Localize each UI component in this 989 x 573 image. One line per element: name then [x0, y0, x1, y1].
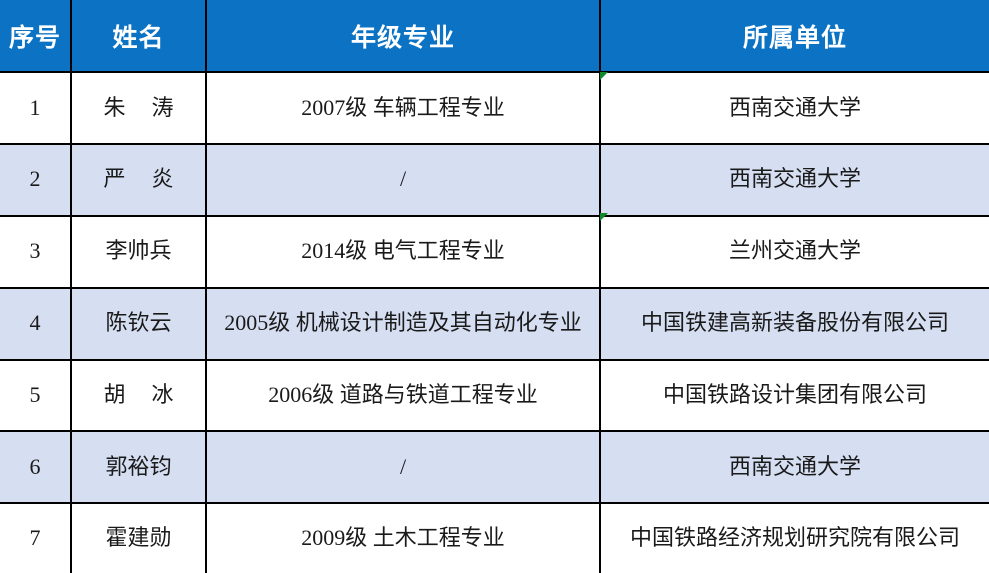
cell-unit: 中国铁路经济规划研究院有限公司 — [600, 503, 989, 573]
cell-index: 4 — [0, 287, 72, 361]
cell-unit: 中国铁路设计集团有限公司 — [600, 359, 989, 433]
table-row: 7 霍建勋 2009级 土木工程专业 中国铁路经济规划研究院有限公司 — [0, 503, 989, 573]
cell-index: 1 — [0, 72, 72, 145]
cell-index: 3 — [0, 215, 72, 289]
cell-major: / — [206, 143, 601, 217]
table-body: 1 朱涛 2007级 车辆工程专业 西南交通大学 2 严炎 / 西南交通大学 3 李帅兵 2014级… — [0, 72, 989, 573]
cell-index: 6 — [0, 431, 72, 505]
cell-index: 5 — [0, 359, 72, 433]
cell-name: 胡冰 — [71, 359, 207, 433]
name-spaced: 朱涛 — [103, 94, 174, 120]
cell-name: 李帅兵 — [71, 215, 207, 289]
column-header-name: 姓名 — [71, 0, 207, 73]
cell-name: 严炎 — [71, 143, 207, 217]
column-header-unit: 所属单位 — [600, 0, 989, 73]
cell-name: 朱涛 — [71, 72, 207, 145]
column-header-major: 年级专业 — [206, 0, 601, 73]
cell-index: 2 — [0, 143, 72, 217]
table-header: 序号 姓名 年级专业 所属单位 — [0, 0, 989, 73]
cell-unit: 中国铁建高新装备股份有限公司 — [600, 287, 989, 361]
cell-major: 2014级 电气工程专业 — [206, 215, 601, 289]
cell-major: 2009级 土木工程专业 — [206, 503, 601, 573]
cell-index: 7 — [0, 503, 72, 573]
cell-unit: 西南交通大学 — [600, 72, 989, 145]
name-spaced: 胡冰 — [103, 382, 174, 408]
table-row: 6 郭裕钧 / 西南交通大学 — [0, 431, 989, 505]
column-header-index: 序号 — [0, 0, 72, 73]
cell-major: 2007级 车辆工程专业 — [206, 72, 601, 145]
cell-major: / — [206, 431, 601, 505]
name-spaced: 严炎 — [103, 166, 174, 192]
table-row: 4 陈钦云 2005级 机械设计制造及其自动化专业 中国铁建高新装备股份有限公司 — [0, 287, 989, 361]
table-row: 2 严炎 / 西南交通大学 — [0, 143, 989, 217]
cell-name: 郭裕钧 — [71, 431, 207, 505]
table-row: 3 李帅兵 2014级 电气工程专业 兰州交通大学 — [0, 215, 989, 289]
cell-name: 霍建勋 — [71, 503, 207, 573]
header-row: 序号 姓名 年级专业 所属单位 — [0, 0, 989, 73]
cell-major: 2005级 机械设计制造及其自动化专业 — [206, 287, 601, 361]
cell-unit: 西南交通大学 — [600, 431, 989, 505]
table-row: 5 胡冰 2006级 道路与铁道工程专业 中国铁路设计集团有限公司 — [0, 359, 989, 433]
cell-name: 陈钦云 — [71, 287, 207, 361]
cell-unit: 西南交通大学 — [600, 143, 989, 217]
cell-major: 2006级 道路与铁道工程专业 — [206, 359, 601, 433]
table-row: 1 朱涛 2007级 车辆工程专业 西南交通大学 — [0, 72, 989, 145]
cell-unit: 兰州交通大学 — [600, 215, 989, 289]
